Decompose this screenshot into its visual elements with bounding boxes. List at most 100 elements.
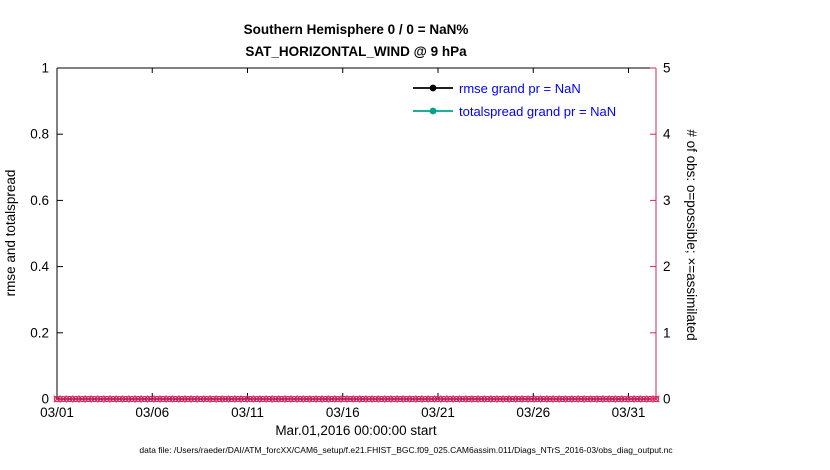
obs-possible-marker-icon (241, 395, 248, 403)
obs-assimilated-marker-icon (178, 395, 186, 403)
obs-assimilated-marker-icon (253, 395, 261, 403)
obs-assimilated-marker-icon (165, 395, 173, 403)
obs-assimilated-marker-icon (608, 395, 616, 403)
obs-assimilated-marker-icon (377, 395, 386, 403)
obs-assimilated-marker-icon (490, 395, 498, 403)
obs-assimilated-marker-icon (271, 395, 280, 403)
obs-possible-marker-icon (297, 395, 304, 403)
obs-possible-marker-icon (496, 395, 504, 403)
y-tick-label-right: 0 (663, 392, 671, 407)
obs-assimilated-marker-icon (589, 395, 598, 403)
obs-possible-marker-icon (203, 395, 210, 403)
obs-assimilated-marker-icon (97, 395, 105, 403)
obs-possible-marker-icon (646, 395, 653, 403)
obs-assimilated-marker-icon (427, 395, 435, 403)
obs-possible-marker-icon (521, 395, 529, 403)
obs-assimilated-marker-icon (396, 395, 404, 403)
obs-possible-marker-icon (216, 395, 223, 403)
obs-assimilated-marker-icon (652, 395, 660, 403)
obs-possible-marker-icon (72, 395, 79, 403)
obs-assimilated-marker-icon (65, 395, 74, 403)
obs-assimilated-marker-icon (552, 395, 560, 403)
y-tick-label-left: 0.4 (30, 259, 49, 274)
y-tick-label-left: 0.2 (30, 325, 49, 340)
obs-assimilated-marker-icon (471, 395, 479, 403)
obs-possible-marker-icon (446, 395, 454, 403)
obs-assimilated-marker-icon (558, 395, 567, 403)
obs-possible-marker-icon (602, 395, 610, 403)
obs-assimilated-marker-icon (115, 395, 124, 403)
obs-assimilated-marker-icon (583, 395, 591, 403)
obs-assimilated-marker-icon (159, 395, 167, 403)
obs-assimilated-marker-icon (465, 395, 473, 403)
obs-assimilated-marker-icon (496, 395, 504, 403)
obs-possible-marker-icon (478, 395, 485, 403)
obs-possible-marker-icon (434, 395, 441, 403)
obs-assimilated-marker-icon (440, 395, 448, 403)
obs-possible-marker-icon (303, 395, 310, 403)
obs-possible-marker-icon (421, 395, 429, 403)
obs-assimilated-marker-icon (265, 395, 273, 403)
obs-possible-marker-icon (534, 395, 541, 403)
obs-assimilated-marker-icon (596, 395, 604, 403)
y-axis-ticks-left: 0 0.2 0.4 0.6 0.8 1 (30, 61, 63, 407)
obs-possible-marker-icon (652, 395, 660, 403)
obs-possible-marker-icon (166, 395, 173, 403)
obs-assimilated-marker-icon (415, 395, 423, 403)
obs-assimilated-marker-icon (527, 395, 535, 403)
obs-possible-marker-icon (209, 395, 217, 403)
obs-assimilated-marker-icon (627, 395, 635, 403)
y-tick-label-left: 0.8 (30, 127, 49, 142)
obs-possible-marker-icon (153, 395, 160, 403)
obs-possible-marker-icon (178, 395, 185, 403)
obs-assimilated-marker-icon (128, 395, 136, 403)
obs-possible-marker-icon (546, 395, 554, 403)
obs-assimilated-marker-icon (508, 395, 517, 403)
obs-possible-marker-icon (128, 395, 136, 403)
obs-assimilated-marker-icon (259, 395, 267, 403)
obs-assimilated-marker-icon (90, 395, 99, 403)
obs-assimilated-marker-icon (540, 395, 548, 403)
obs-possible-marker-icon (365, 395, 373, 403)
obs-assimilated-marker-icon (409, 395, 417, 403)
obs-possible-marker-icon (565, 395, 572, 403)
obs-assimilated-marker-icon (571, 395, 579, 403)
obs-assimilated-marker-icon (340, 395, 348, 403)
obs-assimilated-marker-icon (384, 395, 392, 403)
obs-possible-marker-icon (465, 395, 472, 403)
legend-label-totalspread: totalspread grand pr = NaN (459, 104, 616, 119)
obs-assimilated-marker-icon (533, 395, 542, 403)
obs-possible-marker-icon (359, 395, 366, 403)
obs-possible-marker-icon (272, 395, 279, 403)
obs-possible-marker-icon (571, 395, 579, 403)
obs-assimilated-marker-icon (221, 395, 230, 403)
obs-possible-marker-icon (141, 395, 148, 403)
obs-assimilated-marker-icon (190, 395, 198, 403)
y-tick-label-right: 5 (663, 61, 671, 76)
obs-assimilated-marker-icon (278, 395, 286, 403)
obs-possible-marker-icon (409, 395, 416, 403)
legend: rmse grand pr = NaN totalspread grand pr… (413, 81, 616, 119)
obs-possible-marker-icon (91, 395, 98, 403)
obs-possible-marker-icon (334, 395, 341, 403)
obs-assimilated-marker-icon (234, 395, 242, 403)
x-axis-label: Mar.01,2016 00:00:00 start (275, 423, 437, 438)
obs-assimilated-marker-icon (477, 395, 485, 403)
obs-assimilated-marker-icon (614, 395, 623, 403)
x-tick-label: 03/11 (231, 405, 264, 420)
obs-possible-marker-icon (509, 395, 516, 403)
obs-possible-marker-icon (528, 395, 535, 403)
obs-possible-marker-icon (540, 395, 547, 403)
y-tick-label-right: 3 (663, 193, 671, 208)
obs-assimilated-marker-icon (359, 395, 367, 403)
obs-assimilated-marker-icon (515, 395, 523, 403)
obs-assimilated-marker-icon (371, 395, 379, 403)
obs-possible-marker-icon (640, 395, 647, 403)
obs-possible-marker-icon (384, 395, 391, 403)
obs-assimilated-marker-icon (302, 395, 311, 403)
x-tick-label: 03/26 (516, 405, 550, 420)
obs-possible-marker-icon (60, 395, 67, 403)
obs-possible-marker-icon (484, 395, 491, 403)
obs-possible-marker-icon (372, 395, 379, 403)
